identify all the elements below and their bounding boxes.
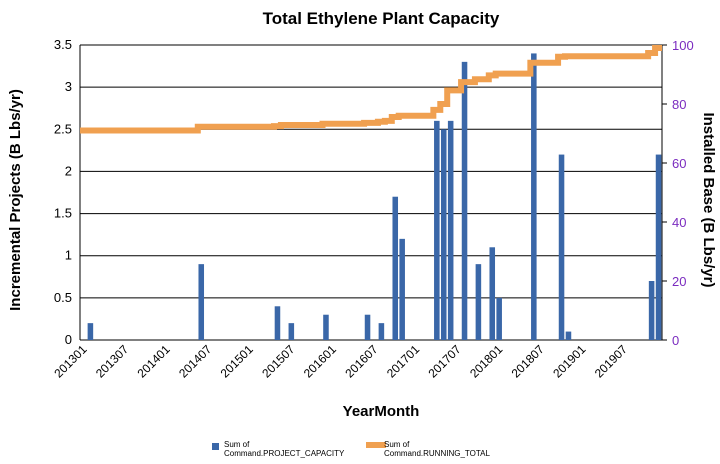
x-tick-label: 201601 [301,342,339,380]
running-total-line [80,44,662,134]
bar [434,120,440,340]
y2-tick-label: 0 [672,333,679,348]
bar [274,306,281,340]
right-axis-ticks: 0 20 40 60 80 100 [662,38,694,348]
x-tick-label: 201801 [467,342,505,380]
bar [392,196,399,340]
bar [378,323,385,340]
y2-axis-title: Installed Base (B Lbs/yr) [700,112,717,287]
x-tick-label: 201301 [51,342,89,380]
y-tick-label: 1 [65,248,72,263]
legend-label-line1: Sum of [384,440,410,449]
x-tick-label: 201807 [509,342,547,380]
bar [655,154,662,340]
bar [648,281,655,340]
bar [288,323,295,340]
y2-tick-label: 80 [672,97,686,112]
bar [440,129,447,340]
bar [565,331,572,340]
x-tick-label: 201401 [135,342,173,380]
bar [364,314,371,340]
y2-tick-label: 100 [672,38,694,53]
x-tick-label: 201701 [384,342,422,380]
bar [323,314,329,340]
y-tick-label: 3 [65,79,72,94]
y2-tick-label: 40 [672,215,686,230]
y-axis-title: Incremental Projects (B Lbs/yr) [7,89,24,311]
running-total-series [80,44,662,134]
bar [558,154,565,340]
bars-series [87,53,662,341]
y-tick-label: 2.5 [54,121,72,136]
bar [399,238,405,340]
bar [447,120,454,340]
bar [489,247,496,340]
bar [87,323,94,340]
y-tick-label: 3.5 [54,37,72,52]
legend-label-line1: Sum of [224,440,250,449]
gridlines [79,44,663,341]
y2-tick-label: 20 [672,274,686,289]
x-axis-title: YearMonth [343,403,420,420]
y-tick-label: 0.5 [54,290,72,305]
y-tick-label: 0 [65,332,72,347]
legend-swatch-bar [212,443,219,450]
y-tick-label: 2 [65,163,72,178]
x-tick-label: 201901 [550,342,588,380]
bar [198,264,205,340]
legend-swatch-line [366,442,386,448]
bar [496,297,502,340]
bar [461,61,468,340]
x-tick-label: 201707 [426,342,464,380]
x-tick-label: 201407 [176,342,214,380]
x-tick-label: 201507 [259,342,297,380]
legend-label-line2: Command.PROJECT_CAPACITY [224,449,345,458]
left-axis-ticks: 0 0.5 1 1.5 2 2.5 3 3.5 [54,37,72,347]
bar [531,53,537,341]
y-tick-label: 1.5 [54,206,72,221]
x-tick-label: 201501 [218,342,256,380]
x-tick-label: 201607 [342,342,380,380]
legend-label-line2: Command.RUNNING_TOTAL [384,449,491,458]
y2-tick-label: 60 [672,156,686,171]
x-axis-ticks: 201301 201307 201401 201407 201501 201507 2016… [51,342,630,380]
bar [475,264,482,340]
x-tick-label: 201907 [592,342,630,380]
x-tick-label: 201307 [93,342,131,380]
chart-title: Total Ethylene Plant Capacity [263,9,500,28]
